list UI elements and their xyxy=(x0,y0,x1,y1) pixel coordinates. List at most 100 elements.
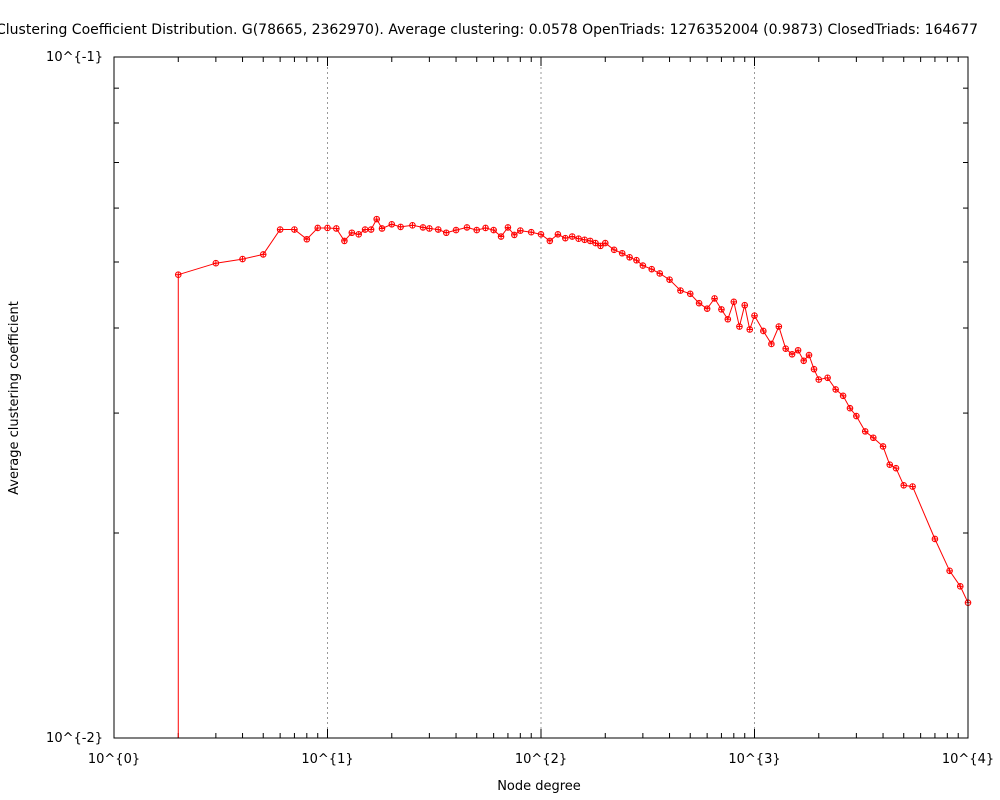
data-point xyxy=(775,323,783,330)
data-point xyxy=(537,231,545,238)
data-point xyxy=(442,229,450,237)
x-axis-label: Node degree xyxy=(497,779,581,794)
x-tick-label: 10^{3} xyxy=(728,752,780,767)
data-point xyxy=(373,215,381,223)
data-point xyxy=(511,231,518,239)
data-point xyxy=(832,386,839,393)
data-point xyxy=(554,231,562,238)
data-point xyxy=(291,226,298,233)
data-point xyxy=(760,327,767,335)
data-point xyxy=(517,227,524,234)
data-point xyxy=(174,271,182,278)
data-point xyxy=(810,365,818,373)
data-point xyxy=(626,254,633,261)
data-point xyxy=(409,222,416,229)
data-point xyxy=(303,235,311,243)
data-point xyxy=(426,225,433,232)
data-point xyxy=(568,233,576,240)
data-point xyxy=(452,226,460,234)
data-point xyxy=(610,246,618,254)
data-point xyxy=(800,357,808,365)
data-point xyxy=(711,295,718,302)
data-point xyxy=(909,483,916,490)
chart-title: Clustering Coefficient Distribution. G(7… xyxy=(0,22,978,38)
data-point xyxy=(314,224,322,232)
data-point xyxy=(805,351,813,359)
data-point xyxy=(212,259,220,267)
y-axis-label: Average clustering coefficient xyxy=(7,301,22,495)
data-point xyxy=(239,255,246,263)
data-point xyxy=(639,262,647,269)
data-point xyxy=(618,249,626,257)
data-point xyxy=(355,231,362,238)
data-point xyxy=(633,256,640,264)
data-point xyxy=(473,226,481,234)
data-point xyxy=(497,233,505,240)
data-point xyxy=(788,350,796,358)
data-point xyxy=(527,228,535,236)
y-tick-label: 10^{-1} xyxy=(46,50,103,65)
data-point xyxy=(388,220,396,228)
data-point xyxy=(724,315,732,323)
data-point xyxy=(348,229,356,237)
data-point xyxy=(736,323,743,330)
data-point xyxy=(490,226,497,234)
data-point xyxy=(695,299,703,307)
data-point xyxy=(839,392,847,400)
data-point xyxy=(768,340,775,348)
data-point xyxy=(367,226,375,233)
data-point xyxy=(892,464,900,472)
data-point xyxy=(861,428,869,435)
data-point xyxy=(794,346,802,354)
data-point xyxy=(782,345,789,352)
data-point xyxy=(562,234,569,242)
data-point xyxy=(718,306,725,313)
data-point xyxy=(656,270,664,277)
data-point xyxy=(592,239,599,247)
data-point xyxy=(879,443,887,450)
data-point xyxy=(581,236,588,244)
data-point xyxy=(378,225,386,232)
data-point xyxy=(853,412,860,420)
data-point xyxy=(730,298,738,306)
data-point xyxy=(686,290,694,298)
data-point xyxy=(434,226,442,233)
data-point xyxy=(586,237,594,245)
data-point xyxy=(931,535,939,543)
data-point xyxy=(463,224,471,231)
x-tick-label: 10^{0} xyxy=(88,752,140,767)
data-point xyxy=(333,225,340,232)
data-point xyxy=(886,461,894,468)
data-point xyxy=(677,287,684,294)
data-point xyxy=(900,482,908,489)
data-point xyxy=(824,374,831,382)
x-tick-label: 10^{1} xyxy=(301,752,353,767)
data-point xyxy=(703,305,711,312)
data-point xyxy=(956,583,964,590)
data-point xyxy=(324,224,331,232)
data-point xyxy=(482,224,489,232)
data-point xyxy=(575,235,582,242)
data-point xyxy=(341,237,348,245)
data-point xyxy=(666,276,673,283)
plot-frame xyxy=(113,56,969,739)
data-point xyxy=(276,226,284,233)
data-point xyxy=(361,226,369,233)
data-point xyxy=(846,404,854,412)
data-point xyxy=(546,237,554,245)
data-point xyxy=(397,223,404,231)
data-point xyxy=(601,239,609,247)
y-tick-label: 10^{-2} xyxy=(46,731,103,746)
x-tick-label: 10^{2} xyxy=(515,752,567,767)
data-point xyxy=(419,224,427,231)
data-point xyxy=(946,567,953,575)
data-point xyxy=(746,326,754,333)
data-point xyxy=(648,265,656,273)
x-tick-label: 10^{4} xyxy=(942,752,994,767)
data-point xyxy=(259,251,267,258)
data-point xyxy=(597,242,604,250)
data-point xyxy=(815,376,823,383)
data-point xyxy=(751,312,758,319)
data-point xyxy=(741,301,749,309)
